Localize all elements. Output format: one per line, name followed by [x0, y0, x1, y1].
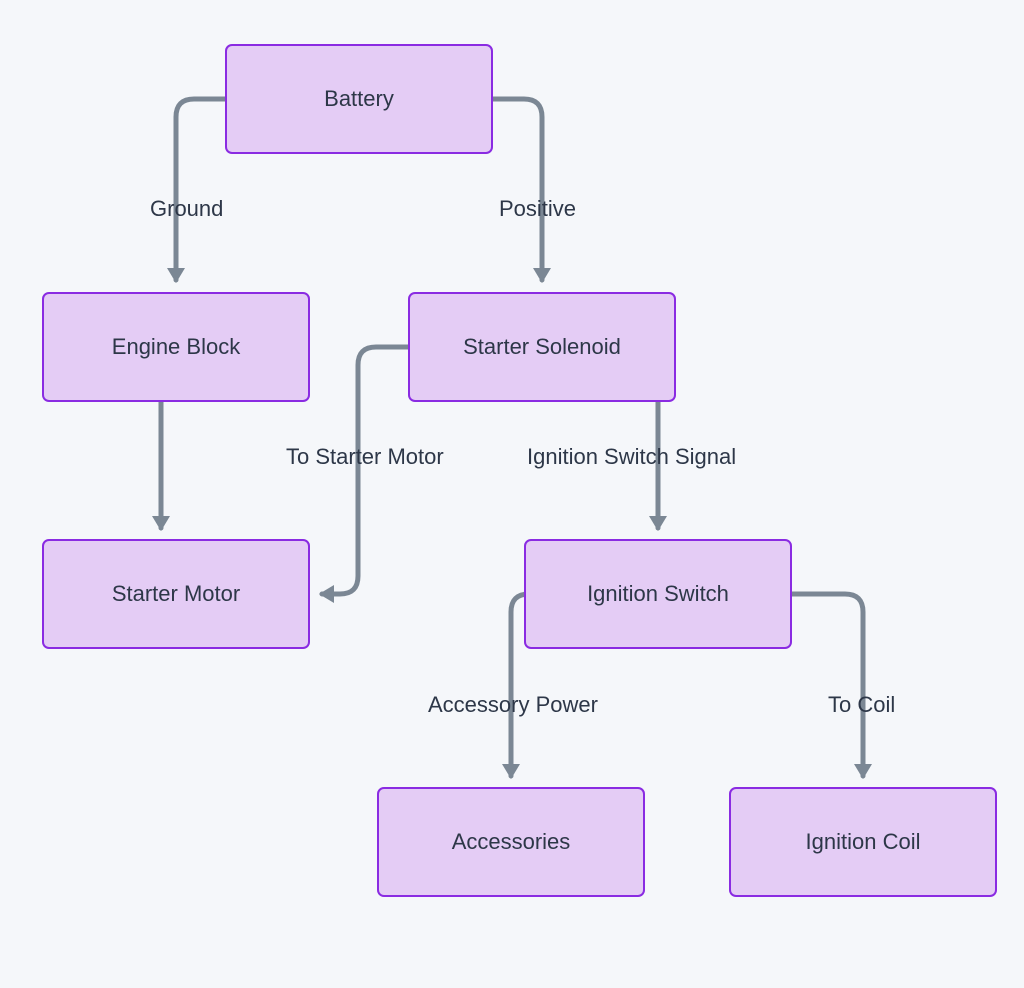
node-accessories: Accessories — [378, 788, 644, 896]
node-engine_block: Engine Block — [43, 293, 309, 401]
node-label: Battery — [324, 86, 394, 111]
edge-e_positive — [492, 99, 542, 280]
edge-label: Ground — [150, 196, 223, 221]
edge-label: To Coil — [828, 692, 895, 717]
node-starter_solenoid: Starter Solenoid — [409, 293, 675, 401]
node-label: Engine Block — [112, 334, 241, 359]
node-battery: Battery — [226, 45, 492, 153]
arrowhead-icon — [167, 268, 185, 283]
edge-e_tostarter — [322, 347, 409, 594]
node-starter_motor: Starter Motor — [43, 540, 309, 648]
node-ignition_coil: Ignition Coil — [730, 788, 996, 896]
node-label: Ignition Switch — [587, 581, 729, 606]
arrowhead-icon — [533, 268, 551, 283]
edge-label: Positive — [499, 196, 576, 221]
arrowhead-icon — [152, 516, 170, 531]
edge-e_ground — [176, 99, 226, 280]
node-ignition_switch: Ignition Switch — [525, 540, 791, 648]
node-label: Starter Motor — [112, 581, 240, 606]
node-label: Accessories — [452, 829, 571, 854]
arrowhead-icon — [854, 764, 872, 779]
flowchart-canvas: Ground Positive To Starter Motor Ignition S… — [0, 0, 1024, 988]
arrowhead-icon — [502, 764, 520, 779]
node-label: Ignition Coil — [806, 829, 921, 854]
edge-label: Ignition Switch Signal — [527, 444, 736, 469]
arrowhead-icon — [649, 516, 667, 531]
node-label: Starter Solenoid — [463, 334, 621, 359]
edge-label: Accessory Power — [428, 692, 598, 717]
arrowhead-icon — [319, 585, 334, 603]
edge-e_tocoil — [791, 594, 863, 776]
edge-label: To Starter Motor — [286, 444, 444, 469]
